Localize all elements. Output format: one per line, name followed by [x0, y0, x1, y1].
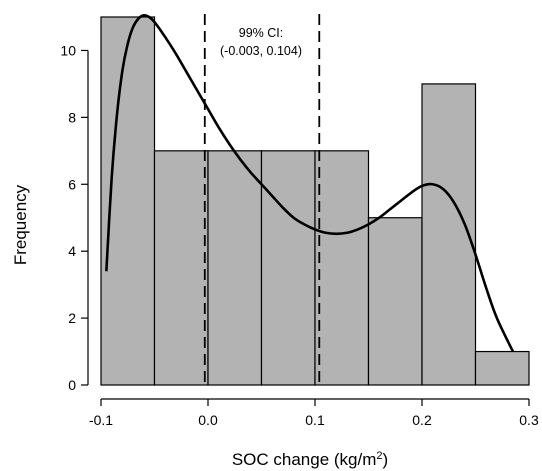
histogram-bar	[314, 150, 370, 386]
y-tick-label: 4	[68, 243, 76, 259]
x-axis-title-sup: 2	[376, 450, 382, 462]
y-tick-label: 8	[68, 109, 76, 125]
x-axis-title-close: )	[383, 450, 389, 469]
y-tick-label: 2	[68, 310, 76, 326]
x-axis: -0.1 0.0 0.1 0.2 0.3	[89, 398, 539, 428]
histogram-bar	[421, 83, 477, 386]
x-axis-title: SOC change (kg/m2)	[232, 450, 388, 469]
y-axis: 0 2 4 6 8 10	[60, 42, 89, 393]
ci-label-line2: (-0.003, 0.104)	[220, 44, 302, 58]
histogram-bar	[153, 150, 209, 386]
x-tick-label: 0.2	[412, 412, 432, 428]
ci-label-line1: 99% CI:	[239, 26, 283, 40]
density-curve	[105, 13, 515, 353]
x-tick-label: -0.1	[89, 412, 113, 428]
y-axis-title: Frequency	[11, 184, 30, 265]
x-tick-label: 0.3	[519, 412, 539, 428]
x-tick-label: 0.1	[305, 412, 325, 428]
histogram-bar	[367, 217, 423, 386]
x-axis-title-main: SOC change (kg/m	[232, 450, 377, 469]
y-tick-label: 10	[60, 42, 76, 58]
y-tick-label: 0	[68, 377, 76, 393]
histogram-bar	[260, 150, 316, 386]
histogram-bars	[100, 16, 530, 386]
histogram-bar	[474, 350, 530, 386]
x-tick-label: 0.0	[198, 412, 218, 428]
ci-lines	[203, 14, 321, 385]
histogram-bar	[207, 150, 263, 386]
y-tick-label: 6	[68, 176, 76, 192]
